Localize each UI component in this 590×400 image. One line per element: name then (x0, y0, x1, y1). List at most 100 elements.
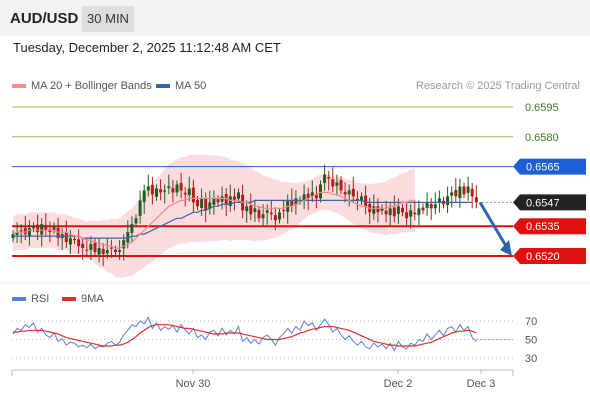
bollinger-bands (13, 154, 415, 278)
candle (191, 187, 195, 203)
candle (167, 186, 171, 189)
candle (421, 207, 425, 211)
rsi-tick-30: 30 (525, 353, 537, 365)
candle (159, 189, 163, 193)
candle (462, 186, 466, 195)
candle (470, 188, 474, 197)
candle (134, 218, 138, 224)
level-label-0-6580: 0.6580 (525, 132, 559, 144)
candle (319, 184, 322, 199)
candle (405, 212, 409, 219)
candle (294, 198, 298, 205)
candle (425, 202, 429, 208)
candle (245, 206, 249, 212)
candle (364, 195, 368, 207)
candle (15, 232, 19, 235)
candle (114, 249, 117, 253)
candle (372, 206, 376, 214)
rsi-line (12, 316, 477, 352)
candle (335, 182, 339, 186)
rsi-swatch (12, 297, 26, 301)
candle (401, 207, 404, 213)
level-badge-0-6565: 0.6565 (513, 158, 586, 175)
candle (232, 196, 236, 201)
ma50-swatch (156, 84, 170, 88)
candle (44, 225, 48, 231)
legend-9ma-label: 9MA (81, 293, 104, 305)
candle (175, 184, 179, 193)
candle (278, 212, 281, 220)
candle (163, 190, 167, 192)
candle (93, 242, 97, 253)
candle (101, 248, 105, 255)
candle (384, 210, 388, 215)
legend-ma50-label: MA 50 (175, 80, 207, 92)
chart-datetime: Tuesday, December 2, 2025 11:12:48 AM CE… (13, 40, 281, 55)
candle (73, 238, 76, 241)
candle (68, 238, 72, 245)
rsi-ma9-line (13, 324, 477, 347)
candle (450, 192, 454, 196)
legend-rsi: RSI (12, 293, 49, 305)
candle (36, 224, 40, 233)
candle (77, 239, 81, 247)
legend-ma20-label: MA 20 + Bollinger Bands (31, 80, 152, 92)
ma9-swatch (62, 297, 76, 301)
candle (179, 182, 183, 191)
candle (417, 208, 421, 216)
candle (409, 210, 413, 217)
candle (261, 214, 265, 219)
candle (249, 205, 253, 215)
x-tick-label: Dec 2 (384, 378, 413, 390)
candle (376, 206, 380, 213)
candle (183, 192, 187, 195)
candle (32, 226, 35, 229)
candle (327, 176, 331, 179)
level-badge-0-6547: 0.6547 (513, 194, 586, 211)
candle (355, 198, 359, 201)
candle (118, 250, 122, 253)
candle (208, 202, 212, 209)
x-tick-label: Dec 3 (467, 378, 496, 390)
candle (343, 192, 347, 195)
candle (380, 208, 384, 211)
timeframe-button[interactable]: 30 MIN (82, 6, 134, 32)
candle (446, 196, 450, 206)
candle (282, 209, 286, 211)
candle (19, 230, 23, 232)
candle (269, 212, 273, 215)
candle (204, 198, 208, 211)
candle (454, 190, 458, 197)
symbol-title: AUD/USD (10, 10, 79, 27)
candle (429, 203, 433, 209)
candle (150, 184, 154, 195)
candle (200, 198, 204, 208)
copyright-text: Research © 2025 Trading Central (415, 80, 580, 92)
candle (360, 196, 363, 202)
candle (310, 192, 314, 197)
candle (212, 198, 216, 205)
level-badge-0-6535: 0.6535 (513, 218, 586, 235)
candle (466, 186, 470, 193)
candle (339, 180, 343, 191)
candle (155, 188, 158, 197)
candle (56, 227, 60, 239)
candle (413, 212, 417, 215)
candle (237, 192, 240, 199)
level-badge-0-6520: 0.6520 (513, 248, 586, 264)
candle (323, 174, 327, 183)
candle (138, 200, 142, 216)
level-badge-text: 0.6535 (526, 221, 560, 233)
forecast-arrow-head (500, 240, 512, 257)
candle (314, 194, 318, 199)
candle (97, 248, 101, 255)
level-badge-shape (513, 194, 586, 211)
candle (216, 199, 220, 203)
candle (171, 188, 175, 193)
candle (396, 206, 400, 214)
candle (40, 224, 44, 235)
candle (196, 199, 199, 207)
level-badge-shape (513, 218, 586, 235)
candle (458, 186, 462, 198)
